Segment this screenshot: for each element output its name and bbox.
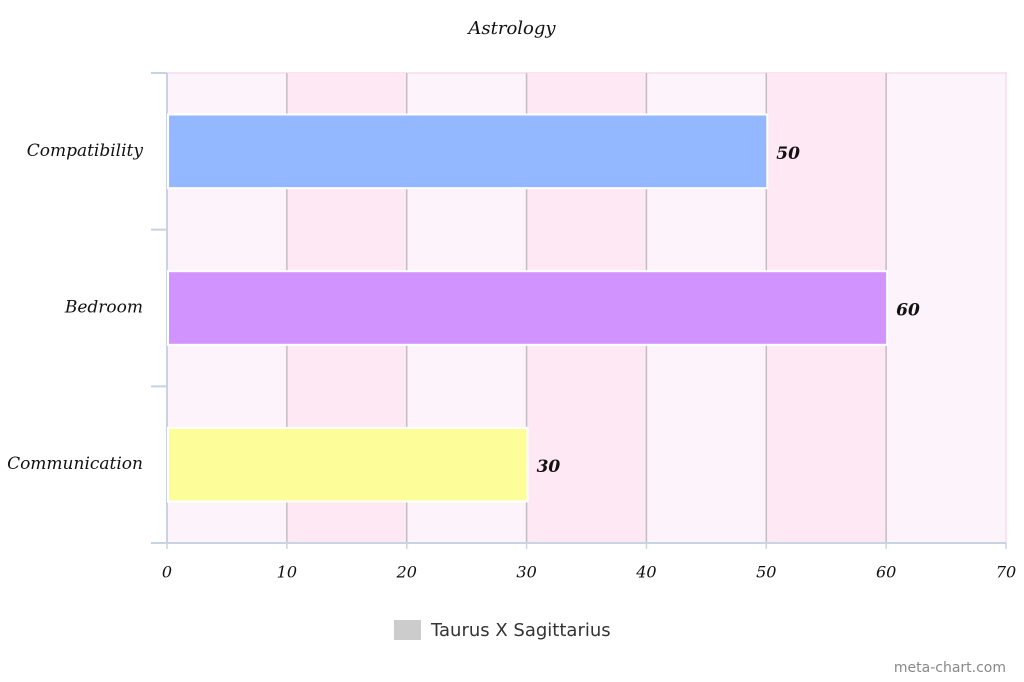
y-tick-label: Bedroom xyxy=(64,298,143,318)
x-tick-label: 10 xyxy=(277,563,297,582)
x-tick-label: 60 xyxy=(876,563,896,582)
data-label: 60 xyxy=(896,301,920,321)
legend-label: Taurus X Sagittarius xyxy=(430,620,611,641)
bar xyxy=(167,270,889,346)
x-tick-label: 30 xyxy=(516,563,536,582)
chart-title: Astrology xyxy=(466,18,556,39)
y-tick-label: Compatibility xyxy=(27,141,144,161)
x-tick-label: 70 xyxy=(996,563,1016,582)
x-tick-label: 40 xyxy=(635,563,656,582)
y-tick-label: Communication xyxy=(7,454,143,474)
data-label: 30 xyxy=(537,457,561,477)
x-tick-label: 20 xyxy=(396,563,417,582)
data-label: 50 xyxy=(776,144,800,164)
x-tick-label: 0 xyxy=(162,563,172,582)
bar xyxy=(167,113,769,190)
credit: meta-chart.com xyxy=(894,660,1006,676)
x-tick-label: 50 xyxy=(756,563,776,582)
bar xyxy=(167,426,529,503)
legend-swatch xyxy=(394,620,421,640)
